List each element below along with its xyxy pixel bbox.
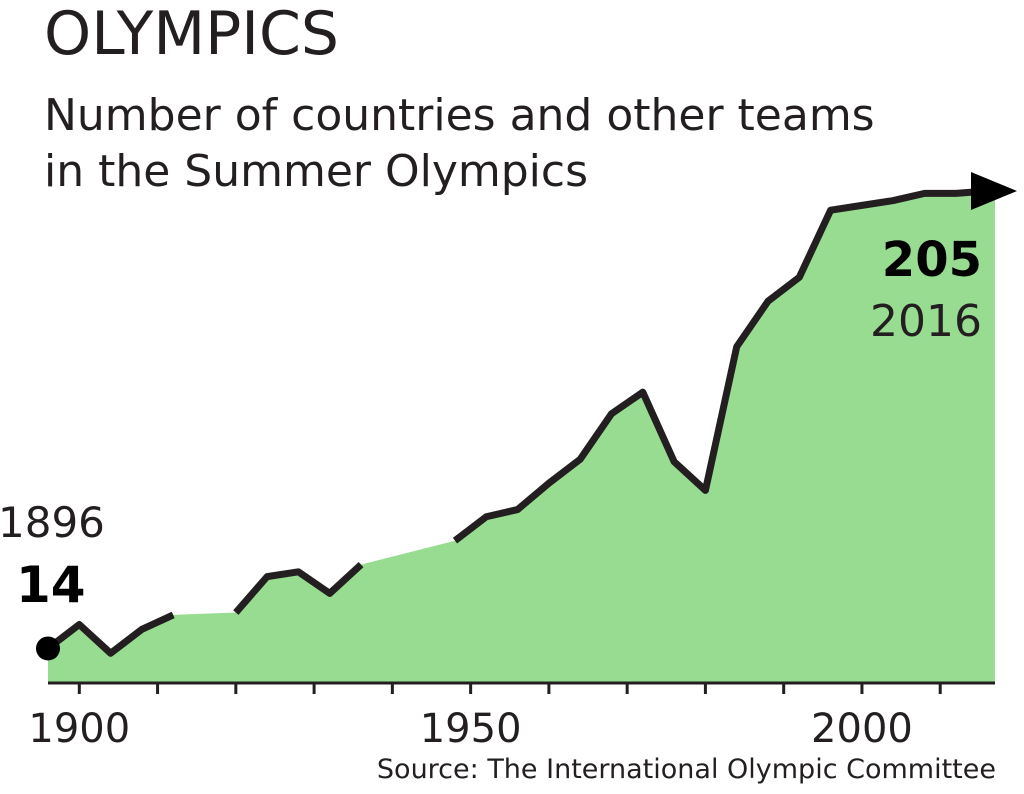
- start-year-label: 1896: [0, 498, 105, 547]
- start-point-marker: [36, 636, 60, 661]
- series-line-segment: [452, 187, 991, 544]
- area-fill: [48, 191, 995, 682]
- start-value-label: 14: [16, 556, 86, 614]
- source-note: Source: The International Olympic Commit…: [376, 754, 996, 785]
- x-tick-label: 2000: [811, 706, 913, 752]
- subtitle-line-2: in the Summer Olympics: [44, 146, 589, 197]
- subtitle-line-1: Number of countries and other teams: [44, 90, 875, 141]
- series-line-segment: [233, 562, 364, 615]
- end-arrow-icon: [971, 172, 1017, 210]
- x-tick-label: 1950: [420, 706, 522, 752]
- series-line-segment: [45, 611, 175, 657]
- x-axis-ticks: 1900 1950 2000: [28, 683, 942, 752]
- x-tick-label: 1900: [28, 706, 130, 752]
- chart-subtitle: Number of countries and other teams in t…: [44, 88, 944, 200]
- series-line-layer: [45, 187, 991, 657]
- chart-title: OLYMPICS: [44, 0, 339, 69]
- area-fill-layer: [48, 191, 995, 682]
- end-year-label: 2016: [870, 296, 982, 347]
- end-value-label: 205: [882, 232, 982, 288]
